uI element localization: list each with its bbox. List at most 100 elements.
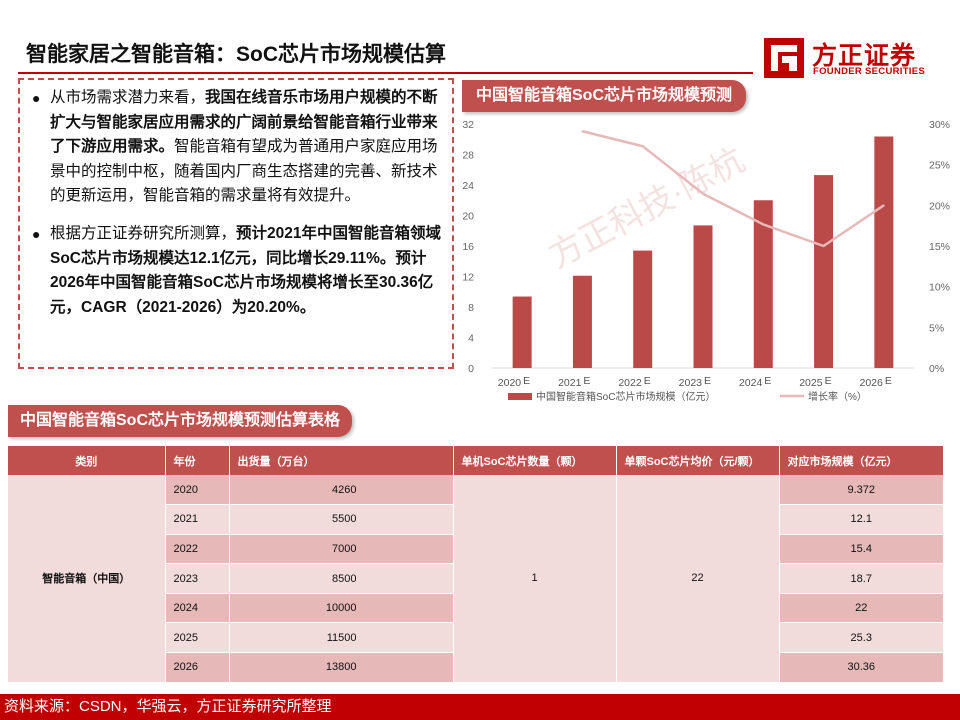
cell-shipments: 11500	[229, 622, 454, 654]
legend-bar-swatch	[508, 393, 532, 400]
cell-market-size: 12.1	[779, 504, 944, 535]
bullet-point-1: ● 从市场需求潜力来看，我国在线音乐市场用户规模的不断扩大与智能家居应用需求的广…	[32, 86, 442, 209]
cell-shipments: 10000	[229, 593, 454, 624]
x-tick-label: 2021	[558, 377, 582, 389]
cell-market-size: 22	[779, 593, 944, 624]
cell-market-size: 25.3	[779, 622, 944, 654]
x-tick-label: 2024	[739, 377, 763, 389]
growth-rate-line	[582, 130, 885, 248]
growth-rate-point	[581, 130, 584, 133]
x-tick-label: 2026	[859, 377, 883, 389]
chart-bar	[753, 200, 773, 368]
table-row: 2022 7000 15.4	[8, 534, 944, 565]
x-tick-label: 2023	[679, 377, 703, 389]
cell-market-size: 18.7	[779, 563, 944, 594]
market-size-chart: 方正科技·陈杭0481216202428320%5%10%15%20%25%30…	[462, 119, 950, 403]
bullet-text-2: 根据方正证券研究所测算，预计2021年中国智能音箱领域SoC芯片市场规模达12.…	[50, 222, 442, 320]
chart-title-tag: 中国智能音箱SoC芯片市场规模预测	[462, 80, 747, 112]
chart-bar	[633, 250, 653, 368]
x-tick-suffix: E	[523, 375, 530, 387]
table-row: 2024 10000 22	[8, 593, 944, 624]
bullet-1-tail: 智能音箱有望成为普通用户家庭应用场景中的控制中枢，随着国内厂商生态搭建的完善、新…	[50, 138, 438, 205]
table-row: 2025 11500 25.3	[8, 622, 944, 654]
table-row: 2026 13800 30.36	[8, 652, 944, 683]
bullet-2-lead: 根据方正证券研究所测算，	[50, 224, 237, 242]
x-tick-suffix: E	[885, 375, 892, 387]
y-left-tick-label: 28	[462, 150, 474, 162]
cell-market-size: 9.372	[779, 475, 944, 506]
cell-shipments: 8500	[229, 563, 454, 594]
logo-text-en: FOUNDER SECURITIES	[813, 66, 926, 77]
y-left-tick-label: 24	[462, 180, 474, 192]
x-tick-label: 2025	[799, 377, 823, 389]
bullet-1-bold: 我国在线音乐市场用户规模的不断扩大与智能家居应用需求的广阔前景给智能音箱行业带来…	[50, 89, 438, 156]
y-left-tick-label: 20	[462, 211, 474, 223]
bullet-point-2: ● 根据方正证券研究所测算，预计2021年中国智能音箱领域SoC芯片市场规模达1…	[32, 222, 442, 320]
growth-rate-point	[641, 145, 644, 148]
chart-bar	[572, 275, 592, 368]
col-header-price: 单颗SoC芯片均价（元/颗）	[616, 446, 780, 475]
source-footer: 资料来源：CSDN，华强云，方正证券研究所整理	[0, 694, 960, 720]
x-tick-label: 2022	[618, 377, 642, 389]
summary-textbox: ● 从市场需求潜力来看，我国在线音乐市场用户规模的不断扩大与智能家居应用需求的广…	[18, 78, 454, 369]
y-left-tick-label: 16	[462, 241, 474, 253]
table-header-row: 类别 年份 出货量（万台） 单机SoC芯片数量（颗） 单颗SoC芯片均价（元/颗…	[8, 446, 944, 475]
legend-line-label: 增长率（%）	[808, 390, 867, 403]
table-row: 智能音箱（中国） 2020 4260 1 22 9.372	[8, 475, 944, 683]
x-tick-suffix: E	[764, 375, 771, 387]
cell-market-size: 30.36	[779, 652, 944, 683]
y-right-tick-label: 10%	[929, 282, 950, 294]
cell-year: 2024	[165, 593, 230, 624]
cell-shipments: 13800	[229, 652, 454, 683]
page-title: 智能家居之智能音箱：SoC芯片市场规模估算	[26, 43, 446, 66]
y-left-tick-label: 4	[468, 333, 474, 345]
chart-bar	[512, 296, 532, 368]
x-tick-suffix: E	[704, 375, 711, 387]
col-header-category: 类别	[8, 446, 166, 475]
bullet-dot-icon: ●	[32, 90, 41, 106]
founder-logo: 方正证券 FOUNDER SECURITIES	[762, 34, 952, 84]
x-tick-label: 2020	[498, 377, 522, 389]
chart-bar	[814, 175, 834, 368]
chart-bar	[693, 225, 713, 368]
cell-year: 2020	[165, 475, 230, 506]
table-row: 2021 5500 12.1	[8, 504, 944, 535]
title-divider	[18, 72, 753, 74]
table-row: 2023 8500 18.7	[8, 563, 944, 594]
y-left-tick-label: 8	[468, 302, 474, 314]
y-right-tick-label: 25%	[929, 160, 950, 172]
cell-market-size: 15.4	[779, 534, 944, 565]
cell-year: 2023	[165, 563, 230, 594]
cell-year: 2021	[165, 504, 230, 535]
legend-bar-label: 中国智能音箱SoC芯片市场规模（亿元）	[536, 390, 715, 403]
growth-rate-point	[702, 192, 704, 195]
y-right-tick-label: 15%	[929, 241, 950, 253]
growth-rate-point	[883, 204, 885, 207]
bullet-text-1: 从市场需求潜力来看，我国在线音乐市场用户规模的不断扩大与智能家居应用需求的广阔前…	[50, 86, 442, 209]
bullet-2-bold: 预计2021年中国智能音箱领域SoC芯片市场规模达12.1亿元，同比增长29.1…	[50, 224, 441, 316]
cell-shipments: 7000	[229, 534, 454, 565]
y-right-tick-label: 30%	[929, 119, 950, 131]
cell-category: 智能音箱（中国）	[8, 475, 166, 683]
growth-rate-point	[762, 223, 765, 226]
y-right-tick-label: 0%	[929, 363, 944, 375]
logo-text-cn: 方正证券	[812, 42, 917, 70]
estimate-table: 类别 年份 出货量（万台） 单机SoC芯片数量（颗） 单颗SoC芯片均价（元/颗…	[8, 446, 944, 683]
bullet-1-lead: 从市场需求潜力来看，	[50, 89, 206, 106]
col-header-chips: 单机SoC芯片数量（颗）	[453, 446, 617, 475]
cell-year: 2026	[165, 652, 230, 683]
y-right-tick-label: 5%	[929, 322, 944, 334]
bullet-dot-icon: ●	[32, 225, 41, 242]
chart-bar	[874, 136, 894, 368]
col-header-shipments: 出货量（万台）	[229, 446, 454, 475]
cell-avg-price: 22	[616, 475, 780, 683]
y-left-tick-label: 12	[462, 272, 474, 284]
y-left-tick-label: 0	[468, 363, 474, 375]
cell-shipments: 5500	[229, 504, 454, 535]
cell-shipments: 4260	[229, 475, 454, 506]
x-tick-suffix: E	[583, 375, 590, 387]
col-header-market: 对应市场规模（亿元）	[779, 446, 944, 475]
founder-logo-icon	[764, 38, 804, 78]
y-left-tick-label: 32	[462, 119, 474, 131]
col-header-year: 年份	[165, 446, 230, 475]
